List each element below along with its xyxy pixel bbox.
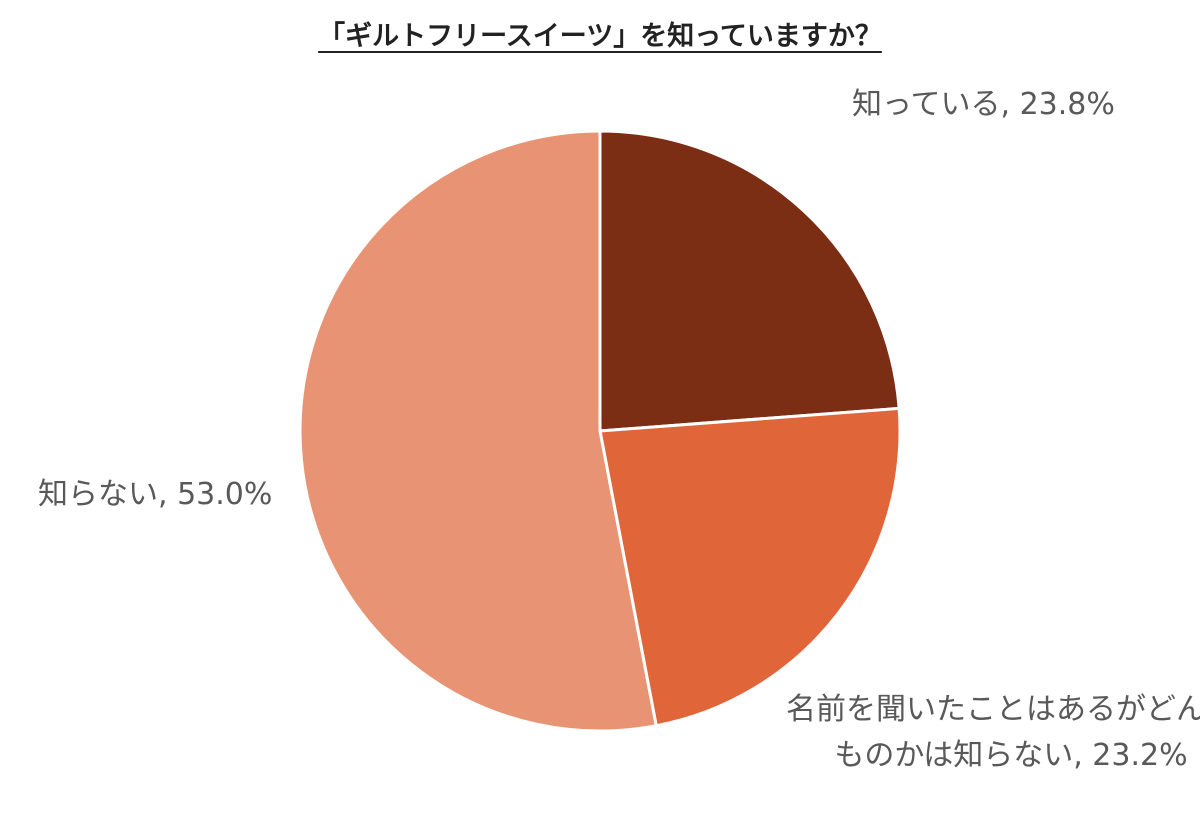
slice-label-shitteiru: 知っている, 23.8% [852,87,1115,122]
slice-shitteiru [598,129,901,433]
chart-title: 「ギルトフリースイーツ」を知っていますか？ [318,21,882,52]
slice-shiranai [298,129,658,733]
slice-namae-wo-kiita [598,406,902,728]
slice-label-shiranai: 知らない, 53.0% [38,477,273,512]
slice-label-namae-wo-kiita: 名前を聞いたことはあるがどんな ものかは知らない, 23.2% [786,692,1200,773]
